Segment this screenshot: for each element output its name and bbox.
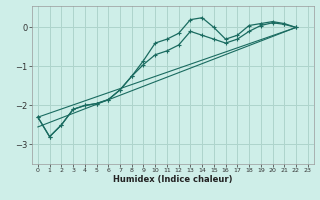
X-axis label: Humidex (Indice chaleur): Humidex (Indice chaleur) — [113, 175, 233, 184]
